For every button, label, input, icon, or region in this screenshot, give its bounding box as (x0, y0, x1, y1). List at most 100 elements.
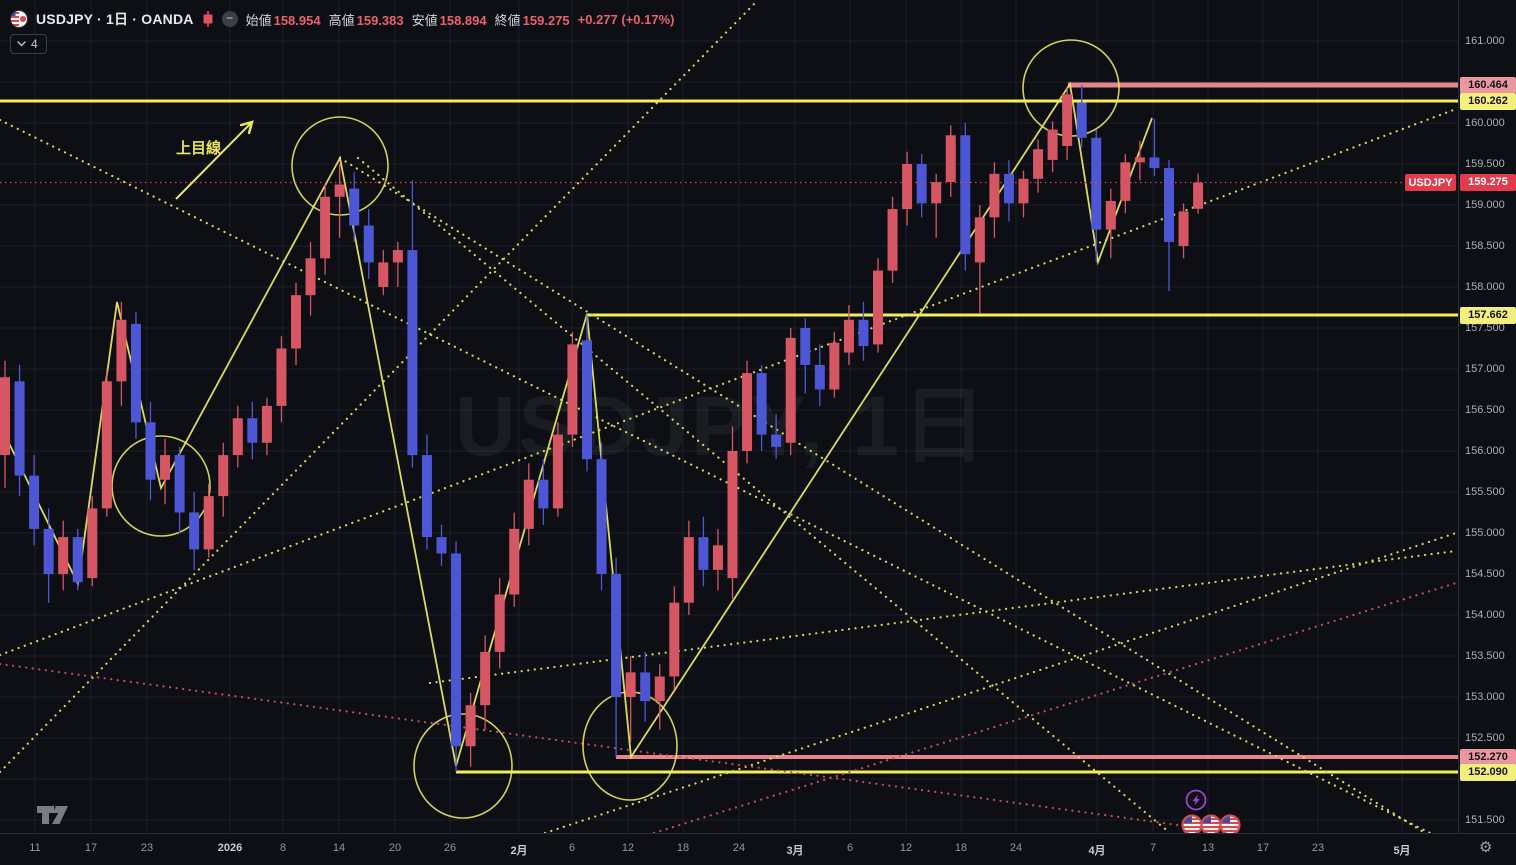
candle-body (232, 418, 243, 456)
flag-art (1183, 816, 1201, 833)
symbol-price-tag: USDJPY (1405, 174, 1456, 191)
candle-body (72, 537, 83, 583)
usdjpy-flag-icon (10, 10, 28, 28)
candle-body (87, 508, 98, 579)
candle-body (567, 344, 578, 435)
candle-body (1062, 94, 1073, 146)
objects-tray-chip[interactable]: 4 (10, 34, 47, 54)
ohlc-open: 始値 158.954 (245, 12, 321, 28)
candle-body (363, 225, 374, 263)
candle-body (43, 528, 54, 574)
hide-series-icon[interactable]: − (221, 11, 238, 27)
candle-body (698, 537, 709, 570)
gear-icon[interactable]: ⚙ (1479, 839, 1493, 856)
price-tick: 153.000 (1465, 691, 1505, 703)
candle-body (480, 651, 491, 706)
horizontal-level-lines[interactable] (0, 82, 1458, 774)
flag-stripe (1221, 830, 1239, 832)
time-tick: 12 (621, 842, 635, 854)
lightning-bolt (1192, 794, 1200, 806)
candle-body (0, 377, 10, 456)
time-axis[interactable]: 11 17 23 2026 8 14 20 26 2月 6 12 18 24 3月 6 12 18 24 4月 7 13… (0, 833, 1516, 865)
economic-event-lightning-icon[interactable] (1185, 789, 1207, 811)
candle-body (974, 217, 985, 263)
dotted-trendline[interactable] (0, 0, 760, 774)
time-tick: 2026 (217, 842, 243, 854)
candle-body (582, 340, 592, 460)
text-annotation[interactable]: 上目線 (175, 120, 254, 200)
candle-body (145, 422, 156, 480)
candle-series-icon (203, 11, 213, 27)
candle-body (1033, 149, 1044, 179)
candle-body (174, 455, 185, 513)
time-tick: 3月 (786, 845, 804, 857)
candle-body (261, 405, 272, 443)
time-tick: 24 (732, 842, 746, 854)
dotted-trendline[interactable] (0, 118, 1432, 833)
candle-body (1091, 137, 1102, 230)
time-tick: 6 (846, 842, 854, 854)
price-tick: 160.000 (1465, 117, 1505, 129)
candle-body (436, 537, 447, 554)
us-flag-event-icon[interactable] (1219, 814, 1241, 834)
candle-body (1134, 157, 1145, 163)
upward-arrow[interactable] (175, 120, 254, 200)
flag-art (1221, 816, 1239, 833)
price-level-label: 152.090 (1460, 763, 1516, 781)
upward-bias-label[interactable]: 上目線 (176, 139, 221, 157)
candle-body (509, 528, 520, 595)
candle-body (552, 434, 563, 509)
candle-body (960, 135, 971, 255)
candle-body (843, 319, 854, 353)
price-tick: 155.000 (1465, 527, 1505, 539)
chevron-down-icon (17, 41, 26, 47)
candle-body (873, 270, 883, 345)
candle-body (1105, 200, 1116, 230)
price-tick: 159.000 (1465, 199, 1505, 211)
price-tick: 155.500 (1465, 486, 1505, 498)
candle-body (421, 455, 432, 538)
chart-canvas[interactable]: USDJPY, 1日 上目線 (0, 0, 1458, 833)
time-tick: 7 (1149, 842, 1157, 854)
change-value: +0.277 (+0.17%) (577, 11, 675, 27)
price-level-label: 160.262 (1460, 92, 1516, 110)
candle-body (1193, 182, 1204, 209)
candle-body (1164, 168, 1174, 242)
us-flag-event-icon[interactable] (1181, 814, 1203, 834)
flag-stripe (1183, 830, 1201, 832)
candle-body (771, 434, 782, 447)
symbol-title[interactable]: USDJPY · 1日 · OANDA (36, 11, 194, 27)
time-tick: 24 (1009, 842, 1023, 854)
price-tick: 156.000 (1465, 445, 1505, 457)
price-tick: 152.500 (1465, 732, 1505, 744)
price-tick: 158.000 (1465, 281, 1505, 293)
price-level-label: 152.270 (1460, 748, 1516, 766)
price-tick: 154.500 (1465, 568, 1505, 580)
candle-body (523, 479, 534, 529)
candle-body (276, 348, 287, 406)
dotted-trendline[interactable] (543, 531, 1458, 833)
dotted-trendline[interactable] (338, 156, 1427, 833)
candle-body (392, 250, 403, 263)
event-markers[interactable] (1181, 789, 1241, 834)
candle-body (101, 381, 112, 509)
dotted-trendline[interactable] (356, 156, 1172, 833)
candle-body (742, 373, 753, 451)
price-axis[interactable]: 161.000 160.000 159.500 159.000 158.500 158.0… (1458, 0, 1516, 833)
price-tick: 153.500 (1465, 650, 1505, 662)
candle-body (931, 182, 942, 204)
dotted-trendlines[interactable] (0, 0, 1458, 833)
candle-body (291, 295, 301, 349)
tradingview-logo[interactable] (36, 803, 76, 827)
candle-body (800, 328, 811, 365)
candle-body (1076, 102, 1087, 138)
price-tick: 151.500 (1465, 814, 1505, 826)
dotted-trendline[interactable] (652, 581, 1458, 833)
annotation-circle[interactable] (413, 713, 513, 819)
candlestick-chart[interactable]: USDJPY, 1日 上目線 (0, 0, 1458, 833)
candle-body (829, 342, 840, 390)
us-flag-event-icon[interactable] (1200, 814, 1222, 834)
dotted-trendline[interactable] (428, 549, 1458, 685)
annotation-circle[interactable] (111, 435, 211, 537)
